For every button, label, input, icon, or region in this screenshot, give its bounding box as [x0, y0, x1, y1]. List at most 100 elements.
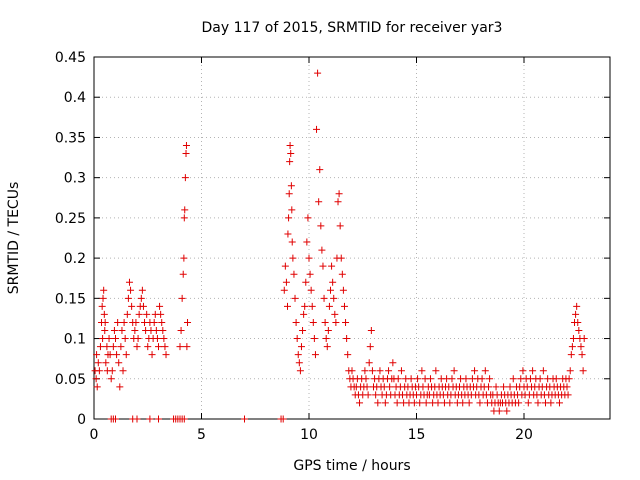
data-points [91, 69, 588, 423]
data-point [381, 399, 389, 407]
data-point [376, 367, 384, 375]
data-point [334, 198, 342, 206]
y-tick-label: 0 [77, 412, 86, 428]
data-point [137, 294, 145, 302]
data-point [506, 383, 514, 391]
data-point [99, 335, 107, 343]
data-point [519, 367, 527, 375]
data-point [177, 327, 185, 335]
data-point [150, 318, 158, 326]
y-tick-label: 0.2 [64, 251, 86, 267]
data-point [112, 415, 119, 423]
y-tick-label: 0.4 [64, 90, 86, 106]
data-point [318, 246, 326, 254]
data-point [324, 327, 332, 335]
data-point [481, 367, 489, 375]
data-point [155, 343, 162, 351]
data-point [285, 214, 293, 222]
data-point [109, 343, 117, 351]
y-tick-label: 0.45 [55, 50, 86, 66]
data-point [289, 254, 297, 262]
data-point [180, 415, 188, 423]
data-point [115, 359, 123, 367]
data-point [118, 327, 126, 335]
y-axis: 0 0.05 0.1 0.15 0.2 0.25 0.3 0.35 0.4 0.45 [55, 50, 610, 428]
data-point [374, 399, 382, 407]
data-point [315, 198, 323, 206]
data-point [101, 327, 109, 335]
data-point [96, 343, 104, 351]
y-tick-label: 0.15 [55, 291, 86, 307]
data-point [363, 383, 371, 391]
data-point [156, 302, 164, 310]
data-point [568, 343, 576, 351]
data-point [552, 375, 560, 383]
data-point [503, 407, 511, 415]
data-point [94, 359, 102, 367]
data-point [288, 206, 296, 214]
data-point [348, 367, 356, 375]
data-point [313, 125, 321, 133]
data-point [577, 343, 585, 351]
data-point [143, 310, 151, 318]
data-point [103, 343, 111, 351]
y-tick-label: 0.25 [55, 211, 86, 227]
data-point [515, 399, 523, 407]
data-point [121, 335, 129, 343]
data-point [459, 399, 467, 407]
data-point [108, 367, 116, 375]
data-point [133, 343, 141, 351]
data-point [306, 270, 314, 278]
data-point [292, 318, 300, 326]
data-point [393, 399, 401, 407]
data-point [338, 270, 346, 278]
data-point [342, 318, 350, 326]
data-point [113, 351, 121, 359]
data-point [286, 158, 294, 166]
data-point [182, 150, 190, 158]
data-point [365, 359, 373, 367]
data-point [308, 302, 316, 310]
data-point [241, 415, 248, 423]
data-point [462, 375, 470, 383]
data-point [284, 302, 291, 310]
data-point [446, 399, 454, 407]
data-point [144, 343, 152, 351]
data-point [539, 367, 547, 375]
data-point [303, 238, 311, 246]
x-tick-label: 0 [90, 427, 99, 443]
data-point [337, 254, 345, 262]
data-point [178, 294, 186, 302]
data-point [106, 351, 114, 359]
data-point [99, 294, 107, 302]
data-point [116, 383, 124, 391]
data-point [114, 318, 122, 326]
y-tick-label: 0.05 [55, 372, 86, 388]
data-point [329, 278, 337, 286]
data-point [159, 327, 167, 335]
data-point [160, 335, 168, 343]
data-point [509, 375, 517, 383]
data-point [332, 318, 340, 326]
chart-title: Day 117 of 2015, SRMTID for receiver yar… [202, 20, 503, 36]
data-point [179, 270, 187, 278]
grid [94, 57, 610, 419]
data-point [98, 302, 106, 310]
data-point [287, 182, 295, 190]
x-axis-label: GPS time / hours [293, 458, 410, 474]
data-point [580, 335, 588, 343]
data-point [385, 367, 393, 375]
data-point [302, 278, 310, 286]
data-point [573, 302, 581, 310]
data-point [135, 310, 143, 318]
data-point [134, 335, 142, 343]
data-point [414, 375, 422, 383]
data-point [320, 294, 328, 302]
data-point [485, 383, 493, 391]
data-point [309, 318, 317, 326]
data-point [285, 190, 293, 198]
x-tick-label: 10 [300, 427, 318, 443]
data-point [107, 375, 115, 383]
data-point [575, 327, 583, 335]
data-point [343, 335, 351, 343]
